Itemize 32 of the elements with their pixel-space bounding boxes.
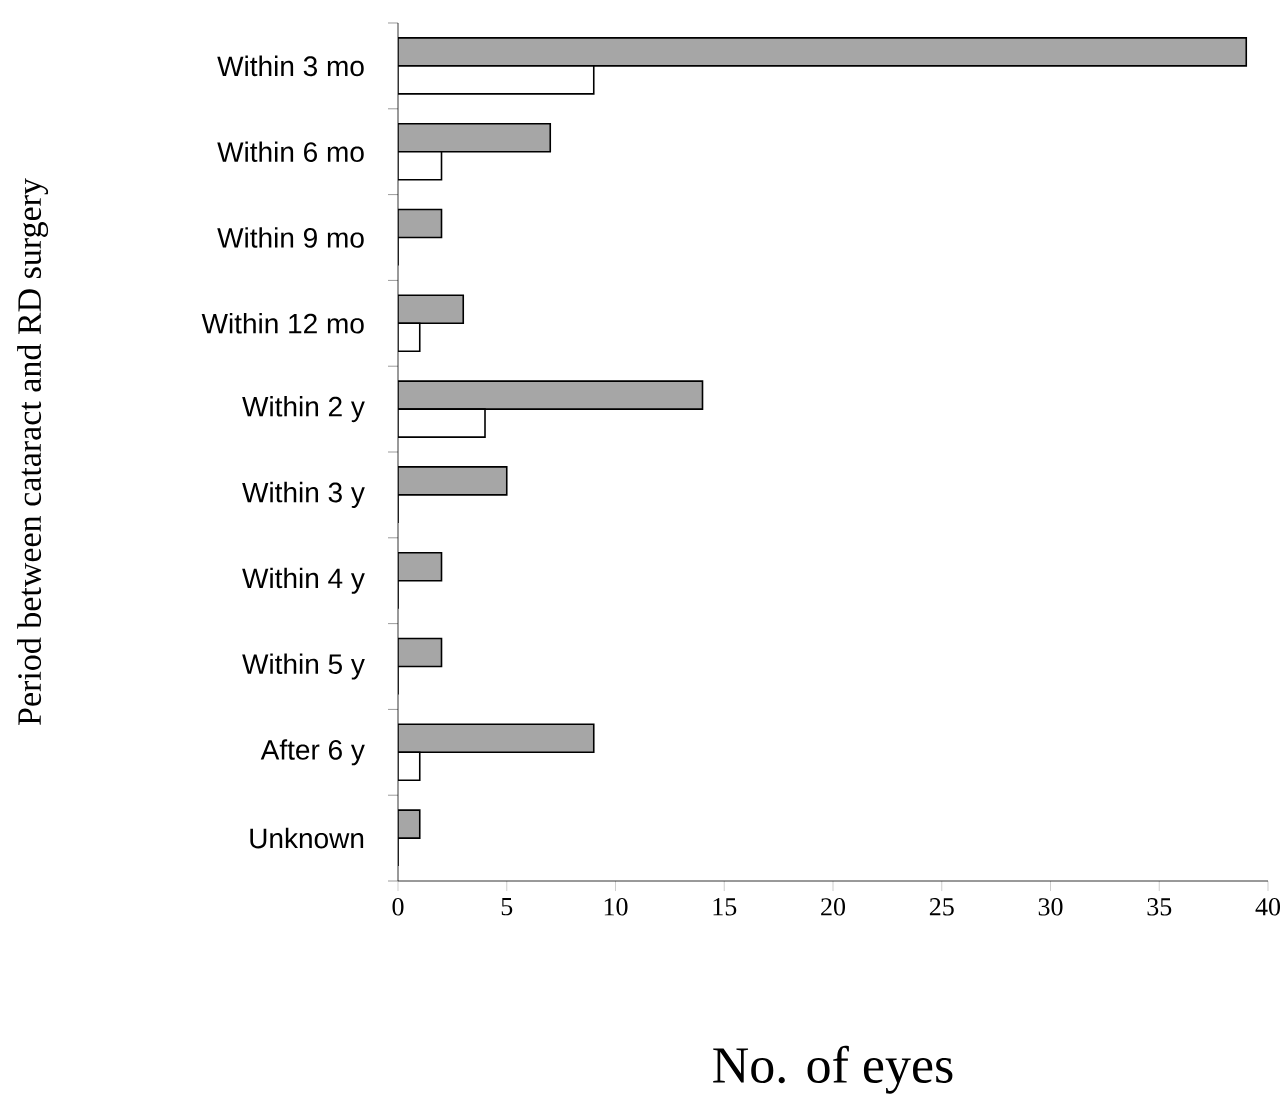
y-tick-label: Within 9 mo: [217, 227, 364, 248]
y-tick-label: Within 5 y: [242, 653, 365, 680]
y-tick-label: After 6 y: [260, 739, 365, 766]
x-tick-label: 40: [1255, 898, 1281, 916]
y-axis-title: Period between cataract and RD surgery: [17, 178, 49, 725]
y-tick-label: Within 4 y: [242, 567, 365, 594]
y-tick-label: Within 3 y: [242, 481, 365, 508]
bar: [398, 37, 1248, 67]
bar: [398, 380, 704, 410]
bar: [398, 122, 552, 153]
y-tick-label: Within 6 mo: [217, 141, 364, 162]
x-tick-label: 0: [392, 898, 404, 916]
x-tick-label: 30: [1038, 898, 1063, 916]
bar: [398, 637, 443, 668]
bar: [398, 551, 443, 582]
x-tick-label: 20: [821, 898, 846, 916]
y-tick-label: Within 12 mo: [201, 313, 364, 334]
bar: [398, 723, 595, 754]
x-axis-title: No. of eyes: [713, 1045, 953, 1094]
bar: [398, 294, 465, 325]
x-tick-label: 10: [604, 898, 628, 916]
x-tick-label: 5: [501, 898, 513, 916]
y-tick-label: Within 2 y: [242, 396, 365, 423]
x-tick-label: 25: [929, 898, 954, 916]
x-tick-label: 15: [713, 898, 737, 916]
bar: [398, 466, 508, 496]
x-tick-label: 35: [1147, 898, 1172, 916]
y-tick-label: Unknown: [250, 827, 364, 849]
bar: [398, 65, 595, 95]
bar: [398, 208, 443, 239]
y-tick-label: Within 3 mo: [217, 55, 364, 77]
bar: [398, 150, 443, 181]
